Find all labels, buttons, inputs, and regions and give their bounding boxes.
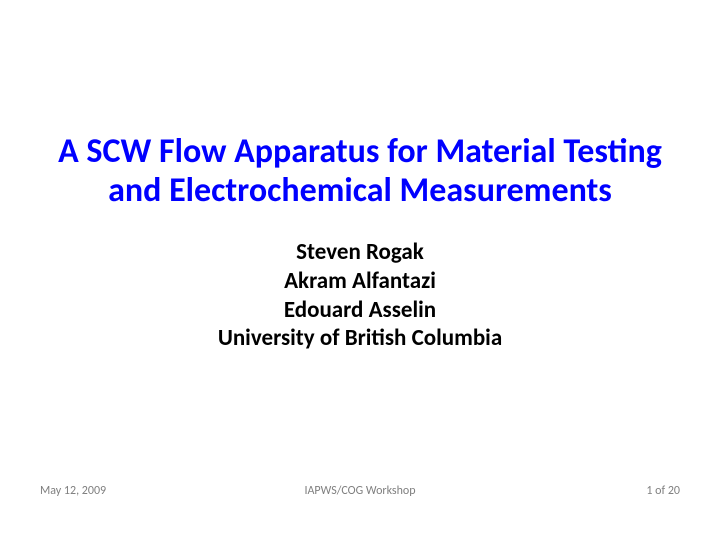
footer-date: May 12, 2009 [40,484,106,498]
footer-event: IAPWS/COG Workshop [304,484,415,498]
slide: A SCW Flow Apparatus for Material Testin… [0,0,720,540]
author-line: Steven Rogak [0,238,720,267]
footer: May 12, 2009 IAPWS/COG Workshop 1 of 20 [0,484,720,498]
author-line: Akram Alfantazi [0,267,720,296]
slide-title: A SCW Flow Apparatus for Material Testin… [0,132,720,210]
author-line: University of British Columbia [0,324,720,353]
author-block: Steven Rogak Akram Alfantazi Edouard Ass… [0,238,720,353]
author-line: Edouard Asselin [0,296,720,325]
footer-page: 1 of 20 [646,484,680,498]
